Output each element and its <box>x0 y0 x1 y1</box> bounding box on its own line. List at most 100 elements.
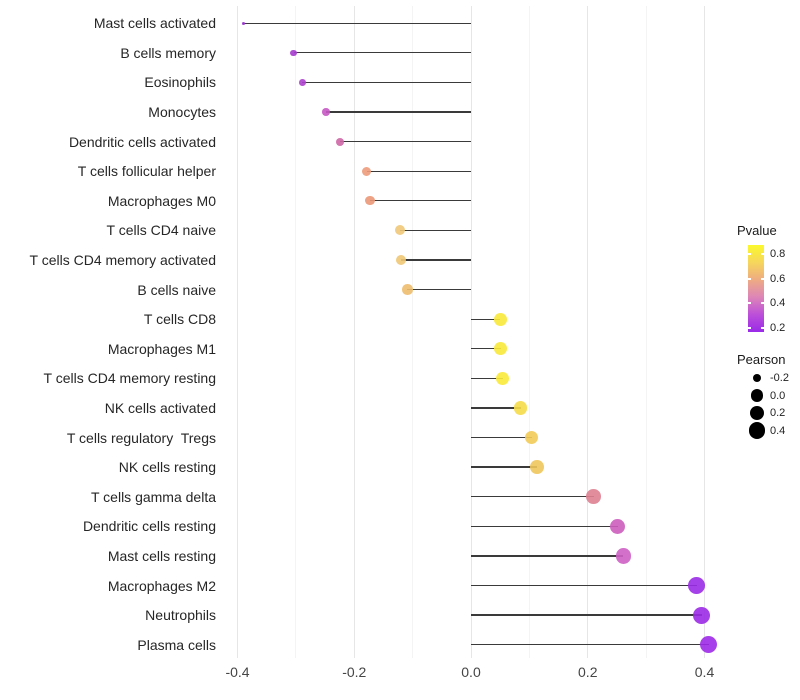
lollipop-segment <box>339 140 471 143</box>
lollipop-dot <box>365 196 375 206</box>
pvalue-bar-notch <box>748 302 751 305</box>
lollipop-dot <box>496 371 509 385</box>
lollipop-segment <box>471 466 537 468</box>
lollipop-dot <box>402 284 413 295</box>
lollipop-dot <box>615 548 632 564</box>
y-axis-label: Eosinophils <box>144 74 216 91</box>
lollipop-dot <box>322 108 331 116</box>
lollipop-dot <box>688 577 706 594</box>
lollipop-segment <box>471 377 503 379</box>
y-axis-label: NK cells resting <box>118 459 216 476</box>
lollipop-dot <box>586 489 601 505</box>
x-axis-tick-label: -0.4 <box>225 664 250 680</box>
gridline-major <box>704 6 705 658</box>
gridline-minor <box>645 6 647 658</box>
pvalue-bar-notch <box>761 277 764 280</box>
lollipop-segment <box>471 348 501 350</box>
lollipop-segment <box>471 644 709 646</box>
legend-pearson-title: Pearson <box>737 352 786 367</box>
lollipop-dot <box>530 460 544 474</box>
pvalue-bar-notch <box>748 327 751 330</box>
x-axis-tick-label: 0.2 <box>578 664 598 680</box>
pearson-legend-dot <box>752 373 762 383</box>
pearson-legend-dot <box>749 405 765 421</box>
gridline-minor <box>528 6 530 658</box>
y-axis-label: Macrophages M2 <box>107 577 216 594</box>
lollipop-dot <box>290 49 297 56</box>
lollipop-segment <box>471 436 532 439</box>
lollipop-segment <box>471 496 594 498</box>
pearson-legend-label: -0.2 <box>770 372 789 384</box>
gridline-minor <box>412 6 414 658</box>
legend-pvalue-title: Pvalue <box>737 223 777 238</box>
lollipop-segment <box>471 555 624 557</box>
lollipop-segment <box>407 288 471 291</box>
x-axis-tick-label: 0.0 <box>461 664 481 680</box>
pvalue-bar-notch <box>761 252 764 255</box>
lollipop-segment <box>302 81 471 84</box>
lollipop-dot <box>493 312 507 326</box>
lollipop-dot <box>335 137 344 146</box>
lollipop-dot <box>241 21 245 25</box>
gridline-major <box>353 6 355 658</box>
gridline-major <box>587 6 589 658</box>
pvalue-tick-label: 0.2 <box>770 322 786 335</box>
lollipop-segment <box>400 229 471 231</box>
gridline-minor <box>295 6 297 658</box>
lollipop-segment <box>471 318 501 320</box>
x-axis-tick-label: 0.4 <box>694 664 715 680</box>
lollipop-segment <box>400 259 471 261</box>
y-axis-label: B cells naive <box>137 281 216 298</box>
pvalue-tick-label: 0.6 <box>770 272 786 285</box>
gridline-major <box>237 6 238 658</box>
pvalue-tick-label: 0.8 <box>770 247 786 260</box>
y-axis-label: Macrophages M1 <box>107 340 216 357</box>
y-axis-label: T cells CD4 memory activated <box>29 251 216 268</box>
y-axis-label: B cells memory <box>120 44 216 61</box>
lollipop-segment <box>366 170 471 172</box>
y-axis-label: T cells CD4 naive <box>106 222 216 239</box>
lollipop-dot <box>298 79 306 86</box>
lollipop-dot <box>700 636 718 654</box>
pvalue-tick-label: 0.4 <box>770 297 786 310</box>
pvalue-bar-notch <box>748 252 751 255</box>
lollipop-segment <box>471 525 618 527</box>
y-axis-label: T cells follicular helper <box>77 163 216 180</box>
pvalue-gradient-bar <box>748 245 764 332</box>
gridline-major <box>470 6 472 658</box>
lollipop-segment <box>471 614 702 616</box>
lollipop-segment <box>326 111 471 113</box>
x-axis-tick-label: -0.2 <box>342 664 367 680</box>
lollipop-dot <box>693 606 711 624</box>
y-axis-label: Neutrophils <box>145 607 216 624</box>
lollipop-segment <box>471 407 521 409</box>
lollipop-dot <box>395 225 406 236</box>
lollipop-dot <box>395 254 407 266</box>
y-axis-label: T cells regulatory Tregs <box>66 429 216 446</box>
lollipop-segment <box>293 52 471 54</box>
y-axis-label: Monocytes <box>148 103 216 120</box>
pearson-legend-label: 0.0 <box>770 389 786 402</box>
pearson-legend-label: 0.2 <box>770 407 786 419</box>
y-axis-label: T cells gamma delta <box>90 488 216 505</box>
lollipop-segment <box>471 584 697 587</box>
y-axis-label: NK cells activated <box>104 399 216 416</box>
pvalue-bar-notch <box>761 302 764 305</box>
y-axis-label: Dendritic cells activated <box>68 133 216 150</box>
lollipop-dot <box>361 166 372 176</box>
y-axis-label: Mast cells resting <box>107 547 216 564</box>
y-axis-label: Mast cells activated <box>93 15 216 32</box>
pvalue-bar-notch <box>748 277 751 280</box>
y-axis-label: Macrophages M0 <box>107 192 216 209</box>
lollipop-dot <box>513 401 528 415</box>
lollipop-dot <box>609 518 626 534</box>
pearson-legend-dot <box>748 422 766 439</box>
pvalue-bar-notch <box>761 327 764 330</box>
lollipop-segment <box>370 200 471 202</box>
y-axis-label: Dendritic cells resting <box>82 518 216 535</box>
y-axis-label: T cells CD8 <box>143 311 216 328</box>
lollipop-dot <box>524 430 539 445</box>
y-axis-label: T cells CD4 memory resting <box>43 370 216 387</box>
lollipop-segment <box>243 22 471 24</box>
